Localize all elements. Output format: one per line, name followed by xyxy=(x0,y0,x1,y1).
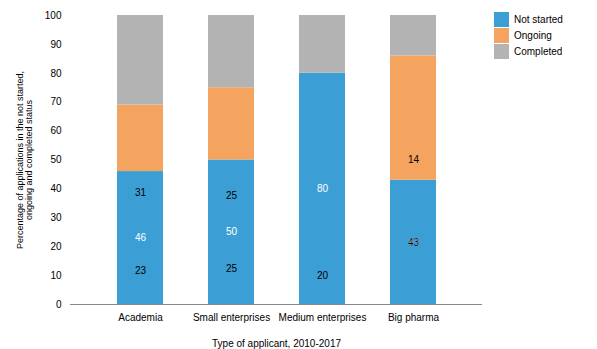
svg-text:Medium enterprises: Medium enterprises xyxy=(279,312,367,323)
html-text:Completed: Completed xyxy=(514,46,563,57)
svg-text:100: 100 xyxy=(45,10,62,21)
svg-text:43: 43 xyxy=(408,237,420,248)
svg-text:25: 25 xyxy=(226,190,238,201)
svg-text:Percentage of applications in: Percentage of applications in the not st… xyxy=(15,71,34,249)
svg-text:25: 25 xyxy=(226,263,238,274)
svg-text:Big pharma: Big pharma xyxy=(388,312,440,323)
svg-text:70: 70 xyxy=(50,96,62,107)
svg-text:80: 80 xyxy=(317,183,329,194)
svg-text:10: 10 xyxy=(50,270,62,281)
svg-text:31: 31 xyxy=(135,187,147,198)
svg-text:14: 14 xyxy=(408,154,420,165)
svg-text:50: 50 xyxy=(226,226,238,237)
svg-text:20: 20 xyxy=(317,270,329,281)
svg-text:Type of applicant, 2010-2017: Type of applicant, 2010-2017 xyxy=(212,338,341,349)
svg-text:40: 40 xyxy=(50,183,62,194)
html-text:Ongoing: Ongoing xyxy=(514,30,552,41)
svg-text:Small enterprises: Small enterprises xyxy=(193,312,270,323)
svg-text:80: 80 xyxy=(50,68,62,79)
svg-text:0: 0 xyxy=(56,299,62,310)
svg-text:43: 43 xyxy=(408,237,420,248)
svg-text:46: 46 xyxy=(135,232,147,243)
svg-text:50: 50 xyxy=(50,154,62,165)
svg-text:20: 20 xyxy=(50,241,62,252)
svg-text:Academia: Academia xyxy=(118,312,163,323)
svg-text:23: 23 xyxy=(135,265,147,276)
svg-text:90: 90 xyxy=(50,39,62,50)
svg-text:30: 30 xyxy=(50,212,62,223)
html-text:Not started: Not started xyxy=(514,14,563,25)
svg-text:60: 60 xyxy=(50,125,62,136)
